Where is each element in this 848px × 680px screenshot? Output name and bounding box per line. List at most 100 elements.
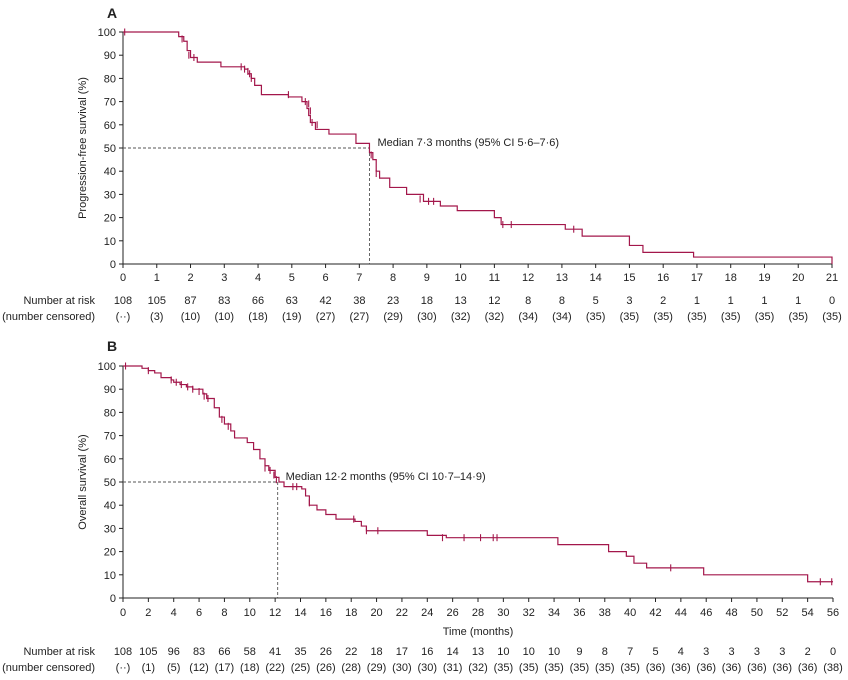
number-censored: (35) (620, 311, 640, 323)
median-annotation: Median 12·2 months (95% CI 10·7–14·9) (286, 471, 486, 483)
number-at-risk: 83 (218, 295, 230, 307)
number-at-risk: 63 (286, 295, 298, 307)
number-at-risk: 1 (761, 295, 767, 307)
y-tick-label: 100 (98, 27, 116, 39)
y-tick-label: 10 (104, 570, 116, 582)
number-at-risk: 108 (114, 295, 132, 307)
panel-letter: A (107, 5, 117, 21)
x-tick-label: 50 (751, 607, 763, 619)
number-at-risk: 10 (523, 646, 535, 658)
number-censored: (19) (282, 311, 302, 323)
y-tick-label: 40 (104, 166, 116, 178)
number-censored: (32) (451, 311, 471, 323)
x-tick-label: 30 (497, 607, 509, 619)
number-censored: (28) (341, 662, 361, 674)
x-tick-label: 6 (323, 272, 329, 284)
risk-row-label: Number at risk (23, 295, 95, 307)
x-tick-label: 12 (269, 607, 281, 619)
number-censored: (25) (291, 662, 311, 674)
y-tick-label: 90 (104, 50, 116, 62)
y-tick-label: 30 (104, 189, 116, 201)
number-at-risk: 1 (728, 295, 734, 307)
y-tick-label: 30 (104, 523, 116, 535)
number-censored: (17) (215, 662, 235, 674)
y-tick-label: 0 (110, 259, 116, 271)
number-at-risk: 3 (626, 295, 632, 307)
x-tick-label: 14 (590, 272, 602, 284)
number-censored: (38) (823, 662, 843, 674)
x-tick-label: 20 (370, 607, 382, 619)
x-tick-label: 17 (691, 272, 703, 284)
number-at-risk: 3 (754, 646, 760, 658)
x-tick-label: 11 (489, 272, 500, 284)
y-tick-label: 20 (104, 547, 116, 559)
number-at-risk: 5 (593, 295, 599, 307)
number-at-risk: 8 (559, 295, 565, 307)
number-censored: (34) (518, 311, 538, 323)
number-censored: (35) (570, 662, 590, 674)
number-at-risk: 3 (729, 646, 735, 658)
number-censored: (35) (822, 311, 842, 323)
survival-curve (123, 31, 833, 264)
number-at-risk: 8 (602, 646, 608, 658)
number-at-risk: 83 (193, 646, 205, 658)
x-tick-label: 40 (624, 607, 636, 619)
survival-curve (123, 365, 833, 583)
x-tick-label: 1 (154, 272, 160, 284)
number-censored: (18) (240, 662, 260, 674)
number-at-risk: 10 (497, 646, 509, 658)
x-tick-label: 52 (776, 607, 788, 619)
x-tick-label: 34 (548, 607, 560, 619)
number-censored: (35) (687, 311, 707, 323)
number-censored: (3) (150, 311, 163, 323)
number-at-risk: 0 (829, 295, 835, 307)
y-tick-label: 100 (98, 361, 116, 373)
number-at-risk: 66 (218, 646, 230, 658)
x-tick-label: 4 (255, 272, 261, 284)
number-censored: (1) (142, 662, 155, 674)
number-at-risk: 13 (454, 295, 466, 307)
number-at-risk: 42 (319, 295, 331, 307)
x-tick-label: 28 (472, 607, 484, 619)
number-at-risk: 7 (627, 646, 633, 658)
number-at-risk: 4 (678, 646, 684, 658)
number-censored: (35) (586, 311, 606, 323)
number-at-risk: 18 (421, 295, 433, 307)
number-at-risk: 2 (805, 646, 811, 658)
x-tick-label: 20 (792, 272, 804, 284)
x-tick-label: 8 (221, 607, 227, 619)
censored-row-label: (number censored) (2, 311, 95, 323)
y-tick-label: 80 (104, 73, 116, 85)
number-at-risk: 18 (370, 646, 382, 658)
number-censored: (35) (755, 311, 775, 323)
x-tick-label: 32 (523, 607, 535, 619)
number-censored: (22) (265, 662, 285, 674)
number-at-risk: 9 (576, 646, 582, 658)
y-tick-label: 90 (104, 384, 116, 396)
number-at-risk: 35 (294, 646, 306, 658)
number-at-risk: 105 (139, 646, 157, 658)
number-censored: (30) (417, 311, 437, 323)
x-tick-label: 4 (171, 607, 177, 619)
x-tick-label: 46 (700, 607, 712, 619)
y-tick-label: 70 (104, 431, 116, 443)
censored-row-label: (number censored) (2, 662, 95, 674)
x-tick-label: 18 (725, 272, 737, 284)
x-tick-label: 0 (120, 272, 126, 284)
number-at-risk: 87 (184, 295, 196, 307)
number-censored: (30) (392, 662, 412, 674)
x-tick-label: 36 (573, 607, 585, 619)
x-tick-label: 12 (522, 272, 534, 284)
number-at-risk: 13 (472, 646, 484, 658)
x-tick-label: 56 (827, 607, 839, 619)
x-tick-label: 2 (145, 607, 151, 619)
number-at-risk: 105 (148, 295, 166, 307)
number-at-risk: 2 (660, 295, 666, 307)
number-at-risk: 38 (353, 295, 365, 307)
x-tick-label: 14 (294, 607, 306, 619)
y-tick-label: 60 (104, 454, 116, 466)
number-censored: (18) (248, 311, 268, 323)
x-tick-label: 13 (556, 272, 568, 284)
x-tick-label: 38 (599, 607, 611, 619)
